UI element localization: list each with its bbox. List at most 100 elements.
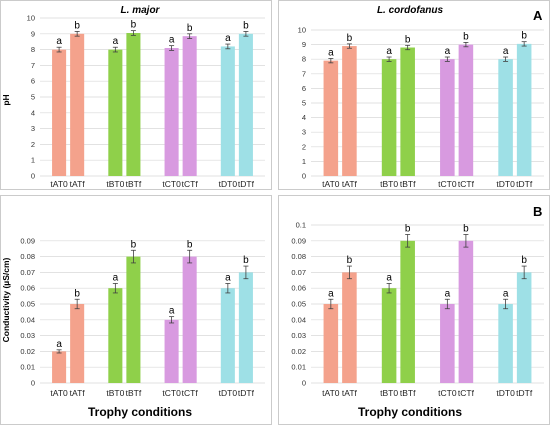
category-label: tATf <box>70 388 86 398</box>
title-left: L. major <box>121 5 161 16</box>
bar-tAT0 <box>323 60 339 176</box>
category-label: tDT0 <box>496 388 515 398</box>
category-label: tCT0 <box>162 388 181 398</box>
chart-ph-cordofanus: 0 1 2 3 4 5 6 7 8 9 10 a tAT0 b tATf a tBT0 b tBTf a tCT0 b tC… <box>298 26 544 189</box>
bar-tCTf <box>182 256 197 383</box>
category-label: tDT0 <box>219 179 238 189</box>
significance-label: a <box>113 36 119 47</box>
y-tick-label: 0 <box>302 172 306 181</box>
significance-label: a <box>445 288 451 299</box>
significance-label: a <box>386 46 392 57</box>
bar-tBT0 <box>108 49 123 176</box>
y-tick-label: 2 <box>31 140 35 149</box>
y-tick-label: 3 <box>302 128 306 137</box>
significance-label: b <box>521 255 527 266</box>
y-tick-label: 4 <box>31 108 35 117</box>
panel-letter-a: A <box>533 8 543 23</box>
bar-tATf <box>342 272 357 383</box>
y-tick-label: 0.02 <box>20 347 35 356</box>
y-tick-label: 2 <box>302 142 306 151</box>
y-tick-label: 10 <box>27 14 35 23</box>
bar-tCTf <box>182 36 197 176</box>
bar-tBTf <box>126 256 141 383</box>
significance-label: b <box>187 23 193 34</box>
bar-tATf <box>70 33 85 176</box>
bar-tDTf <box>238 272 253 383</box>
frame-ph-major <box>0 0 272 190</box>
significance-label: b <box>405 34 411 45</box>
y-tick-label: 0.04 <box>20 315 35 324</box>
category-label: tCT0 <box>162 179 181 189</box>
significance-label: b <box>131 20 137 31</box>
significance-label: a <box>225 272 231 283</box>
significance-label: a <box>56 36 62 47</box>
category-label: tBTf <box>126 388 142 398</box>
bar-tDT0 <box>498 59 513 177</box>
bar-tATf <box>342 46 357 177</box>
category-label: tDTf <box>238 179 255 189</box>
y-tick-label: 1 <box>302 157 306 166</box>
category-label: tAT0 <box>50 179 68 189</box>
bar-tDTf <box>516 272 532 383</box>
ylabel-ph: pH <box>1 94 11 105</box>
significance-label: b <box>521 31 527 42</box>
category-label: tDT0 <box>219 388 238 398</box>
y-tick-label: 0.04 <box>291 315 306 324</box>
y-tick-label: 7 <box>31 61 35 70</box>
bar-tBT0 <box>381 288 397 383</box>
y-tick-label: 5 <box>31 93 35 102</box>
y-tick-label: 0.03 <box>20 331 35 340</box>
significance-label: a <box>56 339 62 350</box>
bar-tDT0 <box>220 46 235 176</box>
significance-label: b <box>463 31 469 42</box>
category-label: tBTf <box>400 179 416 189</box>
category-label: tBT0 <box>106 388 124 398</box>
significance-label: b <box>405 223 411 234</box>
y-tick-label: 9 <box>302 40 306 49</box>
y-tick-label: 0.06 <box>20 284 35 293</box>
bar-tBTf <box>126 33 141 177</box>
y-tick-label: 3 <box>31 124 35 133</box>
y-tick-label: 7 <box>302 69 306 78</box>
significance-label: b <box>187 239 193 250</box>
chart-conductivity-cordofanus: 0 0.01 0.02 0.03 0.04 0.05 0.06 0.07 0.08 0.09 0.1… <box>291 221 544 398</box>
significance-label: b <box>347 33 353 44</box>
y-tick-label: 0.1 <box>296 221 306 230</box>
significance-label: a <box>328 288 334 299</box>
y-tick-label: 6 <box>302 84 306 93</box>
ylabel-conductivity: Conductivity (µS/cm) <box>1 257 11 342</box>
y-tick-label: 0.08 <box>291 252 306 261</box>
y-tick-label: 1 <box>31 156 35 165</box>
y-tick-label: 4 <box>302 113 306 122</box>
bar-tDT0 <box>220 288 235 383</box>
significance-label: a <box>445 46 451 57</box>
bar-tATf <box>70 304 85 383</box>
category-label: tBT0 <box>380 179 398 189</box>
y-tick-label: 5 <box>302 99 306 108</box>
significance-label: b <box>74 20 80 31</box>
y-tick-label: 0.07 <box>20 268 35 277</box>
bar-tAT0 <box>52 351 67 383</box>
category-label: tBTf <box>400 388 416 398</box>
significance-label: b <box>74 288 80 299</box>
significance-label: b <box>347 255 353 266</box>
bar-tDTf <box>516 43 532 177</box>
bar-tDTf <box>238 33 253 176</box>
y-tick-label: 0.05 <box>291 300 306 309</box>
category-label: tDTf <box>516 179 533 189</box>
bar-tCTf <box>458 240 474 383</box>
category-label: tBTf <box>126 179 142 189</box>
bar-tAT0 <box>323 304 339 383</box>
significance-label: b <box>243 20 249 31</box>
y-tick-label: 0.05 <box>20 300 35 309</box>
y-tick-label: 10 <box>298 26 306 35</box>
y-tick-label: 0 <box>31 379 35 388</box>
chart-ph-major: 0 1 2 3 4 5 6 7 8 9 10 a tAT0 b tATf a tBT0 b tBTf a tCT0 b tC… <box>27 14 265 189</box>
category-label: tATf <box>342 179 358 189</box>
category-label: tATf <box>342 388 358 398</box>
significance-label: a <box>169 35 175 46</box>
category-label: tAT0 <box>322 179 340 189</box>
category-label: tCTf <box>182 179 199 189</box>
y-tick-label: 0 <box>302 379 306 388</box>
category-label: tBT0 <box>380 388 398 398</box>
